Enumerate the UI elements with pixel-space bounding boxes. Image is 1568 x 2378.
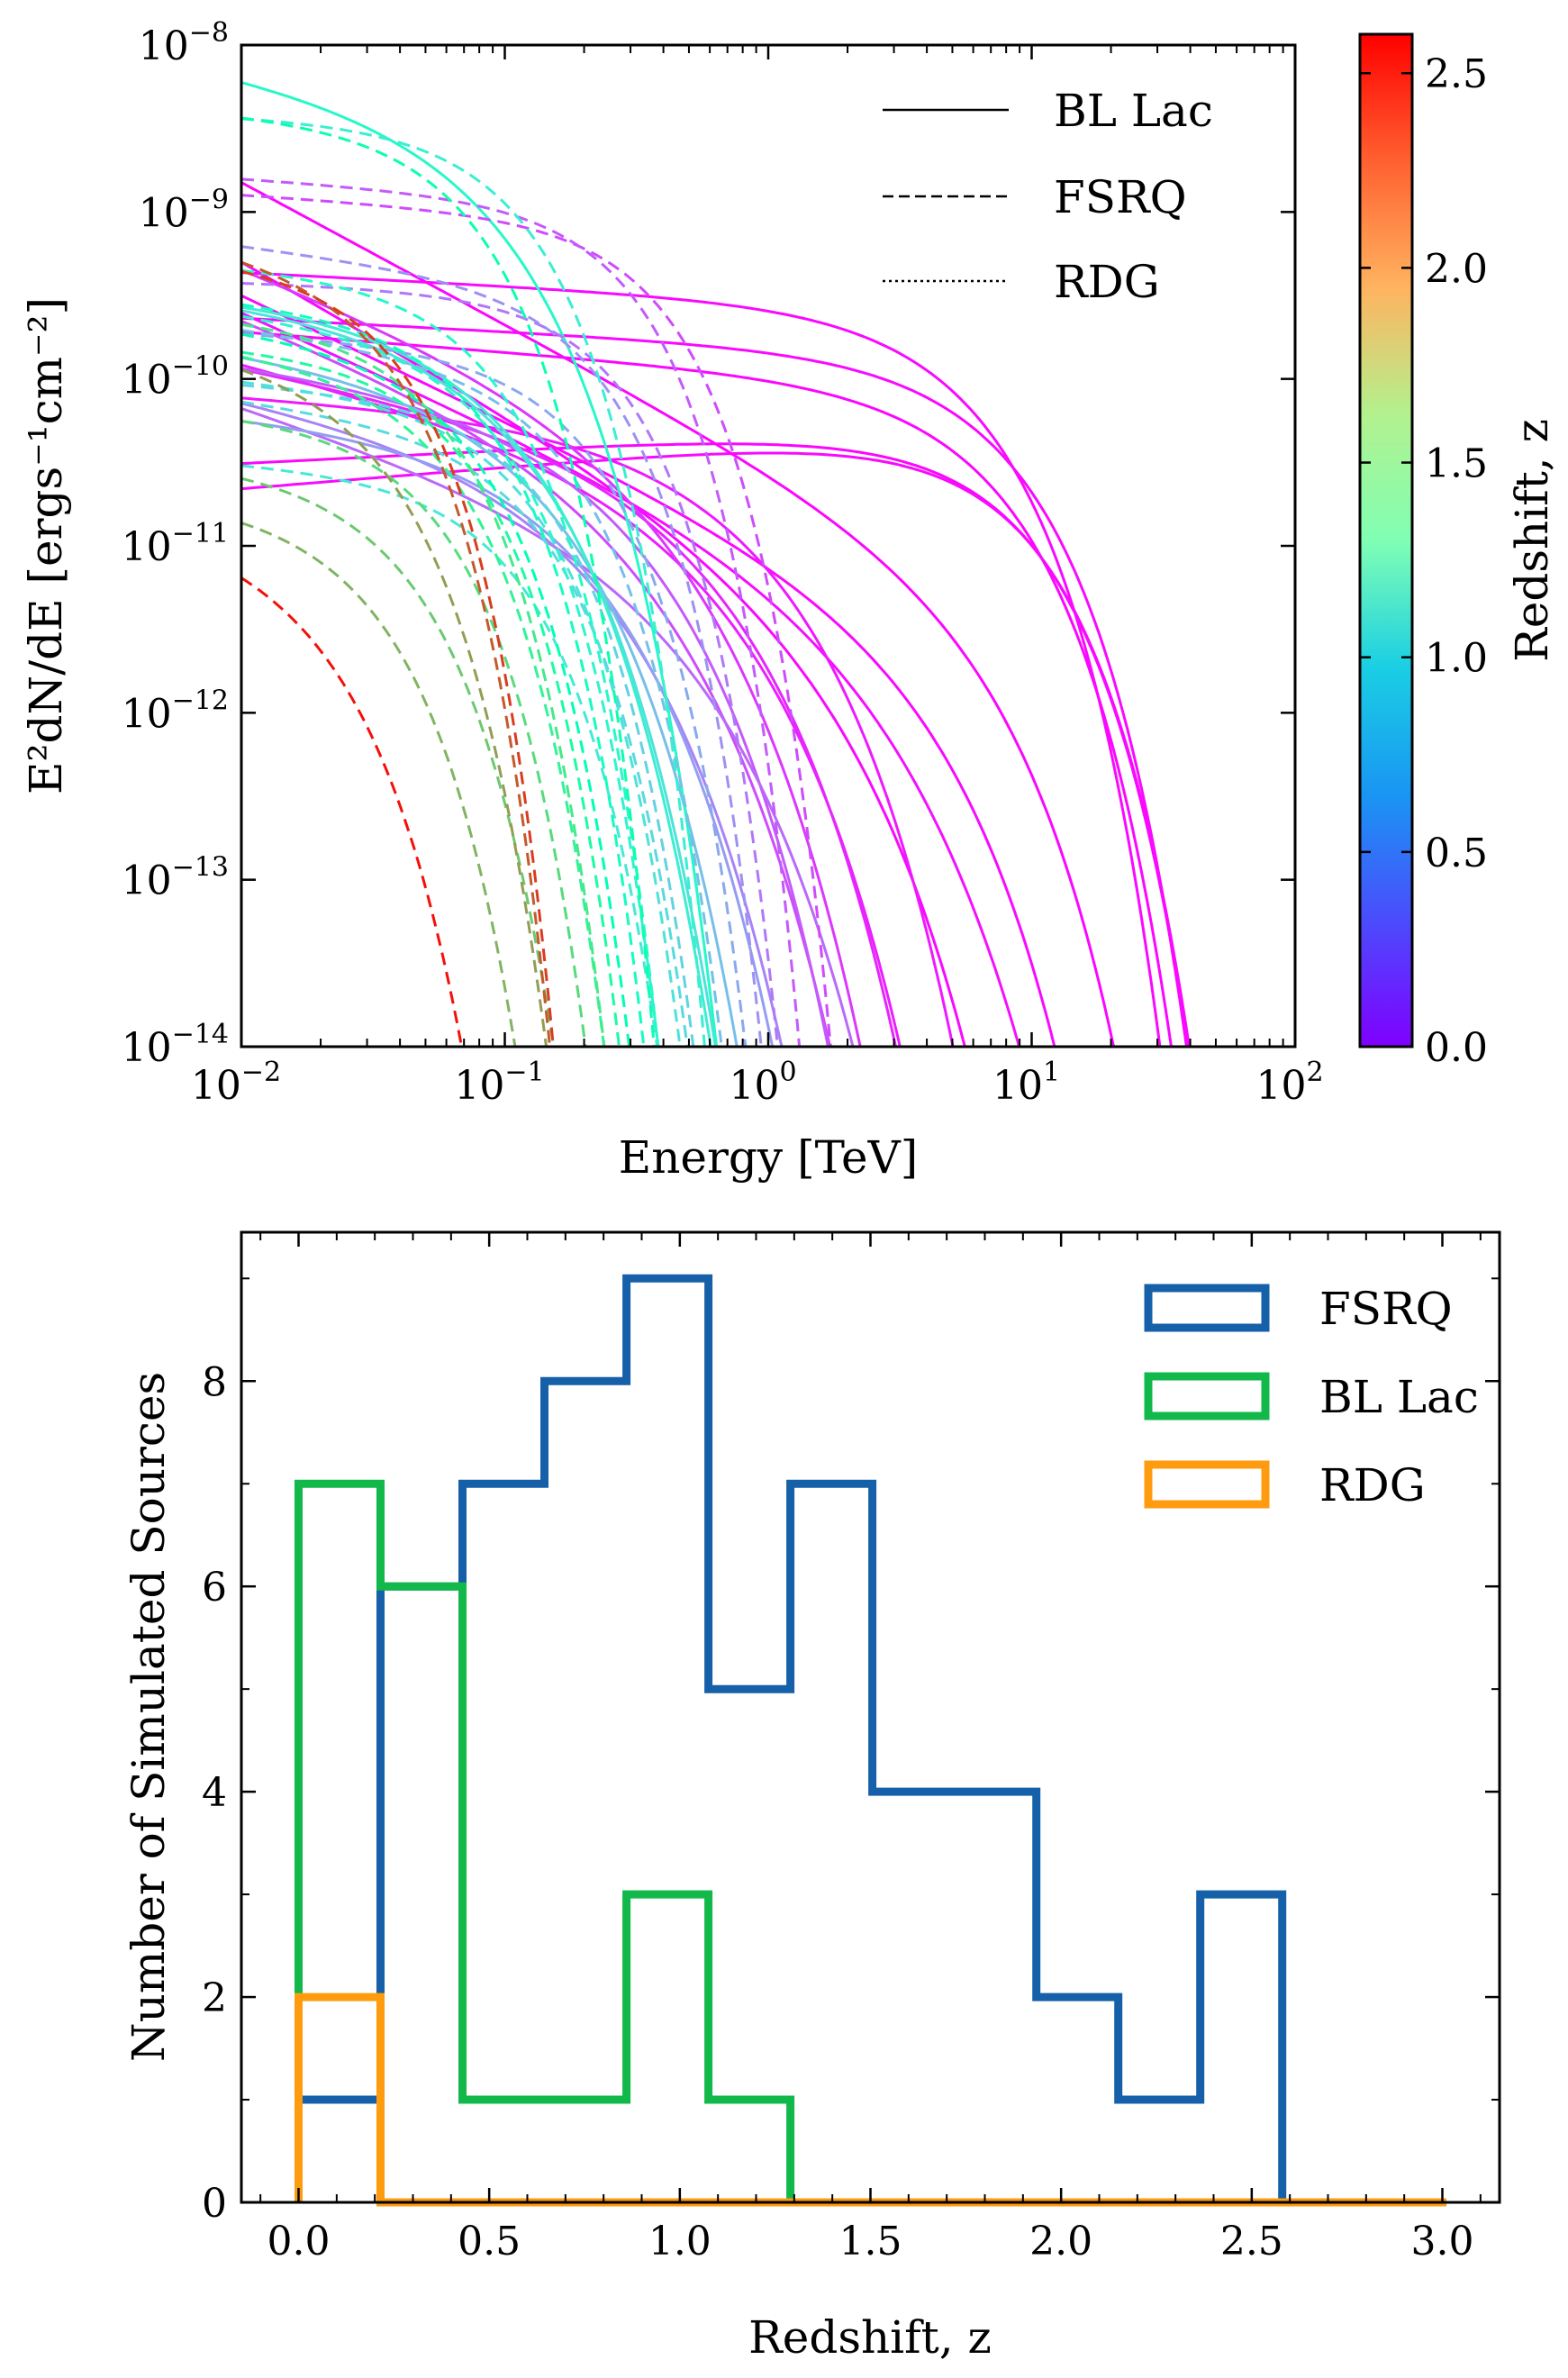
colorbar-tick-label: 0.0 (1425, 1025, 1488, 1071)
legend-hist-label-bl-lac: BL Lac (1319, 1371, 1479, 1423)
hist-y-tick-label: 8 (202, 1359, 227, 1405)
hist-x-tick-label: 3.0 (1411, 2219, 1474, 2265)
histogram-axes-frame (240, 1230, 1501, 2204)
spectrum-curve-fsrq (241, 380, 682, 1047)
spectrum-curve-bl-lac (241, 451, 1191, 1047)
legend-label-fsrq: FSRQ (1054, 171, 1187, 223)
legend-hist-label-fsrq: FSRQ (1319, 1283, 1453, 1335)
x-tick-label: 100 (729, 1057, 796, 1109)
spectrum-curve-fsrq (241, 400, 689, 1047)
hist-x-tick-label: 0.5 (458, 2219, 521, 2265)
spectrum-curve-fsrq (241, 477, 556, 1047)
colorbar-tick-label: 1.0 (1425, 636, 1488, 682)
spectrum-curve-fsrq (241, 419, 587, 1047)
colorbar-tick-label: 1.5 (1425, 441, 1488, 487)
spectrum-curve-bl-lac (241, 442, 1191, 1047)
y-tick-label: 10−11 (122, 518, 229, 570)
spectrum-curve-bl-lac (241, 320, 832, 1047)
spectrum-curve-fsrq (241, 332, 748, 1047)
spectrum-curve-fsrq (241, 269, 555, 1047)
spectrum-curve-fsrq (241, 117, 706, 1047)
legend-hist-label-rdg: RDG (1319, 1459, 1426, 1511)
y-tick-label: 10−10 (122, 351, 229, 404)
hist-y-tick-label: 0 (202, 2181, 227, 2227)
hist-y-tick-label: 6 (202, 1565, 227, 1611)
histogram-step-fsrq (295, 1274, 1446, 2207)
colorbar-tick-label: 0.5 (1425, 830, 1488, 876)
spectra-legend: BL Lac FSRQ RDG (883, 85, 1213, 308)
spectrum-curve-fsrq (241, 194, 832, 1047)
colorbar-ticks: 0.0 0.5 1.0 1.5 2.0 2.5 (1360, 51, 1488, 1071)
spectrum-curve-fsrq (241, 245, 763, 1047)
y-tick-label: 10−14 (122, 1019, 229, 1071)
spectrum-curve-fsrq (241, 314, 660, 1047)
spectra-xlabel: Energy [TeV] (619, 1131, 919, 1184)
colorbar-tick-label: 2.0 (1425, 246, 1488, 292)
spectrum-curve-fsrq (241, 281, 779, 1047)
spectrum-curve-fsrq (241, 522, 517, 1047)
spectrum-curve-fsrq (241, 332, 631, 1047)
spectrum-curve-bl-lac (241, 331, 1173, 1047)
hist-x-tick-label: 2.0 (1029, 2219, 1092, 2265)
spectrum-curve-fsrq (241, 350, 621, 1047)
hist-y-tick-label: 2 (202, 1975, 227, 2021)
legend-label-bl-lac: BL Lac (1054, 85, 1213, 137)
colorbar: 0.0 0.5 1.0 1.5 2.0 2.5 Redshift, z (1358, 32, 1558, 1071)
spectrum-curve-bl-lac (241, 271, 1162, 1047)
spectrum-curve-bl-lac (241, 181, 1116, 1047)
y-tick-label: 10−8 (139, 17, 229, 69)
spectrum-curve-bl-lac (241, 420, 775, 1047)
spectrum-curve-fsrq (241, 303, 646, 1047)
spectrum-curve-bl-lac (241, 363, 902, 1047)
x-tick-label: 102 (1255, 1057, 1323, 1109)
y-tick-label: 10−9 (139, 184, 229, 236)
spectrum-curve-bl-lac (241, 406, 855, 1047)
spectrum-curve-fsrq (241, 355, 606, 1047)
histogram-panel: 0.0 0.5 1.0 1.5 2.0 2.5 3.0 0 2 4 6 8 Redshift, z N… (122, 1230, 1501, 2364)
histogram-xlabel: Redshift, z (748, 2311, 992, 2364)
spectra-curves (241, 81, 1191, 1047)
y-tick-label: 10−12 (122, 685, 229, 737)
histogram-ticks: 0.0 0.5 1.0 1.5 2.0 2.5 3.0 0 2 4 6 8 (202, 1232, 1500, 2265)
colorbar-label: Redshift, z (1506, 419, 1558, 662)
spectrum-curve-fsrq (241, 116, 656, 1047)
x-tick-label: 10−2 (191, 1057, 281, 1109)
hist-y-tick-label: 4 (202, 1770, 227, 1816)
spectrum-curve-fsrq (241, 322, 606, 1047)
colorbar-tick-label: 2.5 (1425, 51, 1488, 97)
spectrum-curve-fsrq (241, 576, 464, 1047)
colorbar-gradient (1358, 32, 1414, 1048)
hist-x-tick-label: 2.5 (1220, 2219, 1283, 2265)
legend-label-rdg: RDG (1054, 256, 1160, 308)
legend-swatch-bl-lac (1144, 1372, 1270, 1420)
spectra-panel: 10−2 10−1 100 101 102 10−8 10−9 10−10 10−11 10−12… (20, 17, 1558, 1184)
histogram-ylabel: Number of Simulated Sources (122, 1372, 175, 2062)
histogram-legend: FSRQ BL Lac RDG (1144, 1283, 1479, 1511)
spectrum-curve-bl-lac (241, 402, 784, 1047)
hist-x-tick-label: 1.0 (648, 2219, 711, 2265)
spectrum-curve-fsrq (241, 368, 548, 1047)
x-tick-label: 101 (992, 1057, 1060, 1109)
hist-x-tick-label: 0.0 (267, 2219, 331, 2265)
histogram-steps (295, 1274, 1446, 2207)
spectrum-curve-bl-lac (241, 396, 955, 1047)
legend-swatch-rdg (1144, 1460, 1270, 1509)
spectrum-curve-bl-lac (241, 294, 1056, 1047)
spectrum-curve-bl-lac (241, 81, 719, 1047)
spectra-ylabel: E²dN/dE [ergs⁻¹cm⁻²] (20, 297, 72, 794)
legend-swatch-fsrq (1144, 1284, 1270, 1332)
spectrum-curve-fsrq (241, 260, 552, 1047)
spectrum-curve-bl-lac (241, 316, 1188, 1047)
x-tick-label: 10−1 (454, 1057, 544, 1109)
spectrum-curve-bl-lac (241, 309, 718, 1047)
spectrum-curve-fsrq (241, 464, 659, 1047)
hist-x-tick-label: 1.5 (839, 2219, 902, 2265)
spectra-axes-frame (240, 43, 1297, 1048)
spectrum-curve-bl-lac (241, 305, 712, 1047)
spectrum-curve-fsrq (241, 268, 660, 1047)
y-tick-label: 10−13 (122, 852, 229, 904)
